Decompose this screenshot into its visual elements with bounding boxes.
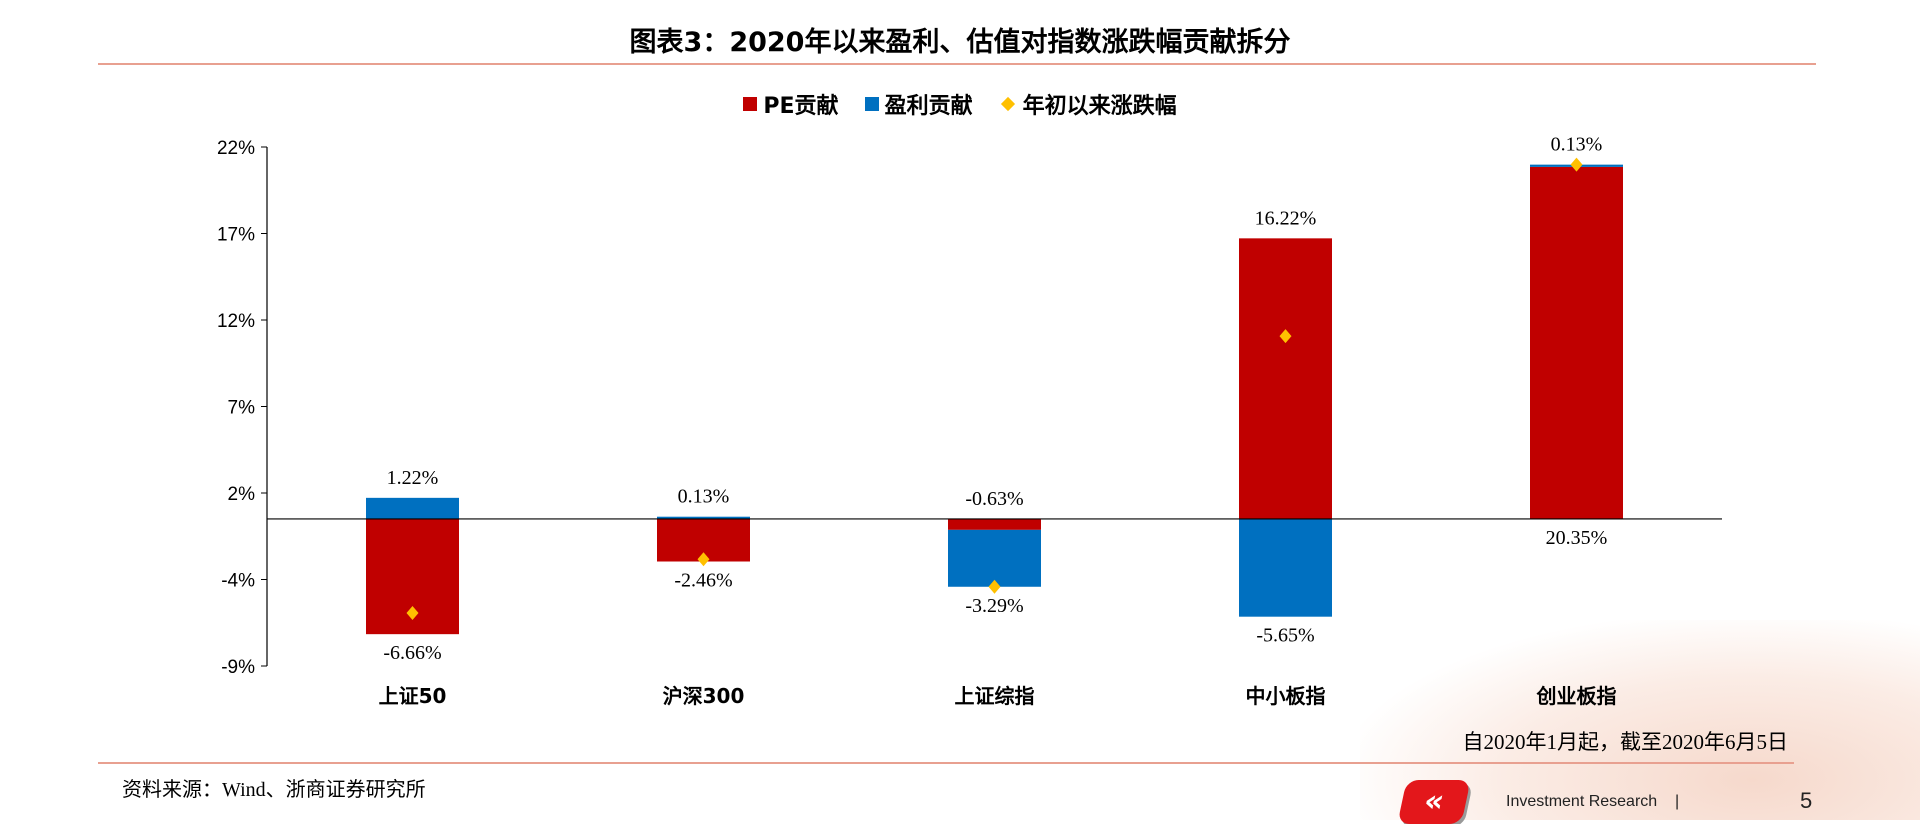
data-label: -6.66% bbox=[383, 642, 441, 664]
footer-separator: | bbox=[1674, 793, 1680, 810]
bar-pe bbox=[1239, 238, 1332, 519]
ytd-marker bbox=[1279, 329, 1292, 344]
ytd-marker bbox=[1570, 157, 1583, 172]
data-label: 20.35% bbox=[1546, 527, 1608, 549]
legend-item-ytd: 年初以来涨跌幅 bbox=[999, 88, 1177, 120]
bar-earnings bbox=[948, 529, 1041, 587]
bar-earnings bbox=[366, 497, 459, 519]
bar-earnings bbox=[1239, 518, 1332, 617]
category-label: 创业板指 bbox=[1536, 684, 1617, 708]
legend-label: 年初以来涨跌幅 bbox=[1022, 94, 1177, 119]
data-label: -3.29% bbox=[965, 595, 1023, 617]
data-label: -2.46% bbox=[674, 570, 732, 592]
bar-earnings bbox=[657, 516, 750, 519]
source-text: 资料来源：Wind、浙商证券研究所 bbox=[122, 779, 426, 801]
chart-title: 图表3：2020年以来盈利、估值对指数涨跌幅贡献拆分 bbox=[629, 27, 1291, 58]
y-tick-label: 22% bbox=[217, 138, 255, 159]
category-label: 中小板指 bbox=[1246, 684, 1326, 708]
y-tick-label: -9% bbox=[221, 657, 255, 678]
data-label: -0.63% bbox=[965, 488, 1023, 510]
ytd-marker bbox=[988, 579, 1001, 594]
y-tick-label: 17% bbox=[217, 225, 255, 246]
legend-swatch-blue bbox=[864, 97, 879, 111]
legend-label: PE贡献 bbox=[763, 94, 839, 119]
page-number: 5 bbox=[1800, 788, 1813, 813]
ytd-marker bbox=[406, 606, 419, 621]
category-label: 上证50 bbox=[379, 684, 447, 708]
ytd-marker bbox=[697, 552, 710, 567]
y-tick-label: 7% bbox=[228, 398, 256, 419]
date-note: 自2020年1月起，截至2020年6月5日 bbox=[1462, 730, 1789, 754]
y-tick-label: 12% bbox=[217, 311, 255, 332]
legend-item-pe: PE贡献 bbox=[743, 88, 839, 120]
data-label: -5.65% bbox=[1256, 625, 1314, 647]
category-label: 上证综指 bbox=[955, 684, 1035, 708]
footer-label: Investment Research | bbox=[1506, 793, 1679, 811]
y-tick-label: -4% bbox=[221, 571, 255, 592]
bar-pe bbox=[1530, 166, 1623, 519]
y-tick-label: 2% bbox=[228, 484, 256, 505]
category-label: 沪深300 bbox=[663, 684, 745, 708]
footer-text: Investment Research bbox=[1506, 793, 1658, 810]
legend: PE贡献 盈利贡献 年初以来涨跌幅 bbox=[0, 88, 1920, 120]
data-label: 16.22% bbox=[1255, 207, 1317, 229]
legend-item-earnings: 盈利贡献 bbox=[864, 88, 973, 120]
data-label: 0.13% bbox=[678, 486, 730, 508]
bar-pe bbox=[948, 518, 1041, 530]
legend-swatch-red bbox=[743, 97, 758, 111]
title-divider bbox=[98, 63, 1816, 65]
legend-label: 盈利贡献 bbox=[884, 94, 973, 119]
footer-divider bbox=[98, 762, 1794, 764]
data-label: 0.13% bbox=[1551, 134, 1603, 156]
company-logo: « bbox=[1397, 780, 1471, 824]
data-label: 1.22% bbox=[387, 467, 439, 489]
